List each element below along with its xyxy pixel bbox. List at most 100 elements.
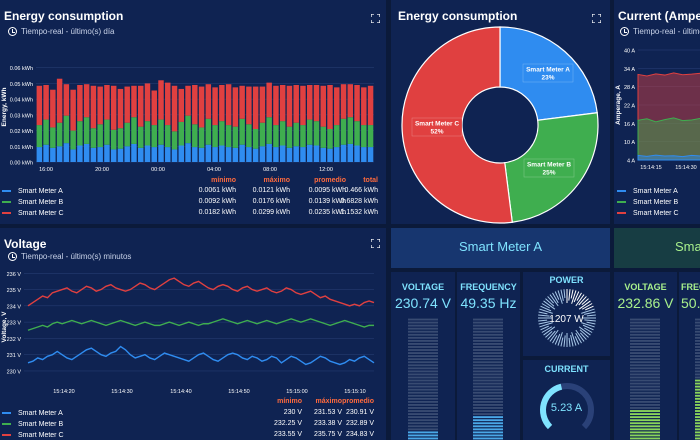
bar (239, 144, 245, 162)
level-segment (630, 355, 660, 358)
frequency-card-value: 50.12 Hz (681, 295, 700, 311)
bar (144, 121, 151, 146)
bar (225, 147, 232, 162)
current-chart: 4 A 10 A 16 A 22 A 28 A 34 A 40 A Amperage, A 15… (615, 49, 700, 171)
x-tick-label: 12:00 (319, 167, 333, 173)
voltage-card-b: VOLTAGE 232.86 V (614, 272, 677, 440)
pie-label-box (411, 117, 463, 137)
bar (43, 119, 49, 145)
bar (279, 121, 286, 146)
legend-item-meter-b[interactable]: Smart Meter B (2, 197, 63, 207)
level-segment (630, 330, 660, 333)
y-tick-label: 0.01 kWh (10, 145, 33, 151)
bar (97, 147, 103, 162)
bar (273, 125, 279, 148)
power-gauge (538, 289, 596, 347)
level-segment (630, 361, 660, 364)
y-tick-label: 22 A (624, 104, 635, 110)
level-segment (695, 355, 700, 358)
bar (259, 86, 266, 123)
stat-avg: 0.0235 kWh (308, 209, 346, 216)
legend-item-meter-a[interactable]: Smart Meter A (2, 186, 63, 196)
current-legend: Smart Meter A Smart Meter B Smart Meter … (614, 184, 700, 222)
level-segment (630, 367, 660, 370)
y-tick-label: 0.03 kWh (10, 113, 33, 119)
bar (259, 122, 266, 147)
bar (293, 122, 299, 147)
bar (56, 78, 63, 123)
legend-item-meter-b[interactable]: Smart Meter B (617, 197, 678, 207)
bar (171, 131, 178, 150)
area-series (637, 154, 700, 161)
bar (252, 148, 259, 162)
level-segment (473, 373, 503, 376)
bar (246, 86, 252, 125)
level-segment (473, 379, 503, 382)
stat-total: 0.466 kWh (344, 187, 378, 194)
voltage-card-value: 232.86 V (617, 295, 674, 311)
bar (334, 147, 340, 162)
bar (83, 143, 90, 162)
legend-item-meter-c[interactable]: Smart Meter C (2, 208, 64, 218)
gauge-tick (543, 326, 556, 336)
gauge-tick (584, 311, 596, 315)
y-axis-label: Energy, kWh (1, 88, 8, 127)
level-segment (473, 361, 503, 364)
bar (347, 143, 354, 162)
level-segment (695, 376, 700, 379)
legend-item-meter-b[interactable]: Smart Meter B (2, 419, 63, 429)
pie-label-pct: 23% (541, 75, 554, 82)
level-segment (408, 382, 438, 385)
fullscreen-icon[interactable] (371, 14, 380, 23)
energy-bar-timewindow[interactable]: Tiempo-real - último(s) día (21, 27, 115, 36)
level-segment (695, 382, 700, 385)
legend-item-meter-a[interactable]: Smart Meter A (617, 186, 678, 196)
legend-item-meter-c[interactable]: Smart Meter C (617, 208, 679, 218)
bar (354, 145, 360, 162)
y-axis-label: Voltage, V (1, 311, 8, 343)
level-segment (630, 333, 660, 336)
frequency-card-b: FREQUENCY 50.12 Hz (679, 272, 700, 440)
bar (50, 89, 56, 128)
smart-meter-a-title: Smart Meter A (458, 239, 543, 254)
level-segment (695, 391, 700, 394)
bar (246, 124, 252, 148)
level-segment (473, 352, 503, 354)
level-segment (695, 367, 700, 370)
legend-item-meter-c[interactable]: Smart Meter C (2, 430, 64, 440)
level-segment (695, 410, 700, 412)
voltage-line (27, 277, 375, 307)
level-segment (630, 428, 660, 431)
stat-avg: 0.0139 kWh (308, 198, 346, 205)
bar (354, 121, 360, 146)
bar (70, 130, 76, 150)
clock-icon (620, 27, 629, 36)
level-segment (630, 336, 660, 339)
level-segment (695, 346, 700, 348)
gauge-tick (541, 303, 550, 309)
bar (361, 125, 367, 148)
voltage-title: Voltage (4, 237, 47, 251)
gauge-tick (575, 332, 582, 344)
frequency-card-label: FREQUENCY (460, 282, 517, 292)
gauge-tick (581, 298, 589, 305)
bar (70, 149, 76, 162)
level-segment (473, 391, 503, 394)
fullscreen-icon[interactable] (371, 239, 380, 248)
voltage-chart: 230 V 231 V 232 V 233 V 234 V 235 V 236 V Volta… (1, 272, 375, 395)
bar (205, 118, 212, 145)
level-segment (630, 413, 660, 415)
gauge-tick (571, 290, 577, 304)
level-segment (408, 318, 438, 321)
level-segment (408, 400, 438, 403)
level-segment (473, 321, 503, 324)
current-timewindow[interactable]: Tiempo-real - último(s) minutos (633, 27, 700, 36)
voltage-card-value: 230.74 V (394, 295, 452, 311)
voltage-timewindow[interactable]: Tiempo-real - último(s) minutos (21, 252, 132, 261)
bar (259, 146, 266, 162)
level-segment (408, 422, 438, 425)
bar (138, 126, 144, 148)
legend-item-meter-a[interactable]: Smart Meter A (2, 408, 63, 418)
fullscreen-icon[interactable] (592, 14, 601, 23)
gauge-tick (557, 332, 563, 346)
